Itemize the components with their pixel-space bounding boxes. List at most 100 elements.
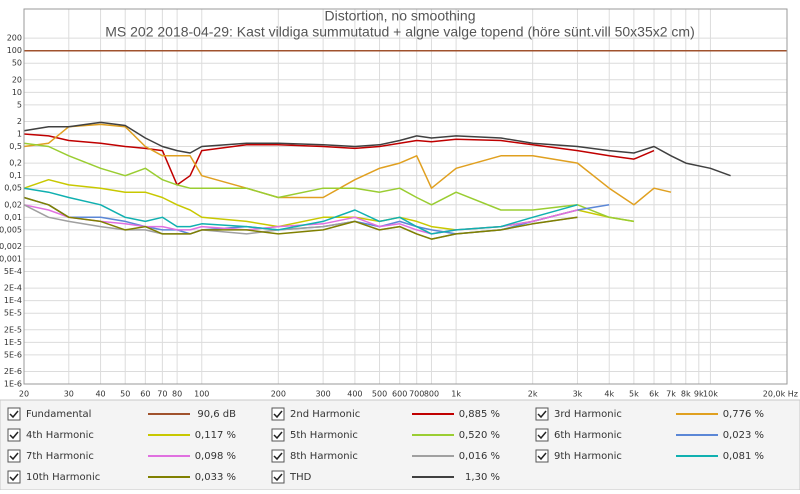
legend-name: 7th Harmonic — [26, 451, 94, 462]
y-tick-label: 0,05 — [4, 184, 22, 193]
x-tick-label: 7k — [666, 390, 676, 399]
x-tick-label: 10k — [703, 390, 718, 399]
y-tick-label: 5E-4 — [4, 267, 22, 276]
x-tick-label: 400 — [347, 390, 362, 399]
x-tick-label: 600 — [392, 390, 407, 399]
checkmark — [9, 431, 19, 440]
y-tick-label: 0,1 — [9, 171, 22, 180]
checkmark — [273, 410, 283, 419]
series-line — [23, 133, 655, 186]
x-tick-label: 500 — [372, 390, 387, 399]
legend-checkbox[interactable] — [7, 470, 21, 484]
y-tick-label: 0,01 — [4, 213, 22, 222]
checkmark — [9, 473, 19, 482]
series-line — [23, 121, 731, 177]
x-tick-label: 30 — [64, 390, 74, 399]
x-tick-label: 100 — [194, 390, 209, 399]
y-tick-label: 2E-5 — [4, 325, 22, 334]
legend-name: Fundamental — [26, 409, 91, 420]
x-tick-label: 700 — [409, 390, 424, 399]
y-tick-label: 1 — [17, 130, 22, 139]
y-tick-label: 50 — [12, 59, 22, 68]
legend-panel — [0, 399, 800, 491]
legend-readout: 0,016 % — [459, 451, 500, 462]
checkmark — [537, 452, 547, 461]
legend-checkbox[interactable] — [271, 428, 285, 442]
y-tick-label: 2 — [17, 117, 22, 126]
legend-readout: 0,117 % — [195, 430, 236, 441]
legend-readout: 1,30 % — [465, 472, 500, 483]
x-tick-label: 80 — [172, 390, 182, 399]
checkmark — [537, 410, 547, 419]
legend-name: 5th Harmonic — [290, 430, 358, 441]
checkmark — [273, 431, 283, 440]
legend: Fundamental 90,6 dB 2nd Harmonic 0,885 % 3rd… — [7, 407, 764, 484]
legend-readout: 0,081 % — [723, 451, 764, 462]
y-tick-label: 0,2 — [9, 159, 22, 168]
legend-name: 8th Harmonic — [290, 451, 358, 462]
legend-checkbox[interactable] — [535, 428, 549, 442]
chart-subtitle: MS 202 2018-04-29: Kast vildiga summutat… — [105, 24, 695, 40]
x-tick-label: 70 — [157, 390, 167, 399]
legend-readout: 0,033 % — [195, 472, 236, 483]
series-line — [23, 196, 578, 240]
legend-checkbox[interactable] — [7, 449, 21, 463]
checkmark — [9, 452, 19, 461]
y-tick-label: 5E-5 — [4, 309, 22, 318]
legend-name: 3rd Harmonic — [554, 409, 622, 420]
x-tick-label: 200 — [271, 390, 286, 399]
legend-readout: 0,520 % — [459, 430, 500, 441]
legend-name: 10th Harmonic — [26, 472, 100, 483]
x-tick-label: 50 — [120, 390, 130, 399]
legend-name: THD — [289, 472, 312, 483]
y-tick-label: 1E-5 — [4, 338, 22, 347]
x-tick-label: 5k — [629, 390, 639, 399]
checkmark — [273, 452, 283, 461]
legend-checkbox[interactable] — [7, 428, 21, 442]
legend-readout: 0,098 % — [195, 451, 236, 462]
x-tick-label: 4k — [604, 390, 614, 399]
legend-name: 6th Harmonic — [554, 430, 622, 441]
legend-readout: 0,885 % — [459, 409, 500, 420]
legend-checkbox[interactable] — [271, 407, 285, 421]
x-tick-label: 800 — [424, 390, 439, 399]
legend-checkbox[interactable] — [7, 407, 21, 421]
grid: 200 100 50 20 10 5 2 1 0,5 0,2 0,1 0,05 0,02 0,01 0,00… — [0, 9, 798, 399]
x-tick-label: 20,0k Hz — [763, 390, 798, 399]
y-tick-label: 10 — [12, 88, 22, 97]
y-tick-label: 0,002 — [0, 242, 22, 251]
y-tick-label: 2E-6 — [4, 367, 22, 376]
legend-checkbox[interactable] — [271, 449, 285, 463]
legend-checkbox[interactable] — [271, 470, 285, 484]
legend-readout: 0,023 % — [723, 430, 764, 441]
y-tick-label: 1E-4 — [4, 296, 22, 305]
plot-lines — [23, 49, 787, 240]
y-tick-label: 100 — [7, 46, 22, 55]
y-tick-label: 0,02 — [4, 200, 22, 209]
x-tick-label: 300 — [315, 390, 330, 399]
y-tick-label: 5E-6 — [4, 350, 22, 359]
x-tick-label: 3k — [573, 390, 583, 399]
x-tick-label: 6k — [649, 390, 659, 399]
y-tick-label: 0,005 — [0, 225, 22, 234]
x-tick-label: 1k — [451, 390, 461, 399]
y-tick-label: 1E-6 — [4, 380, 22, 389]
legend-name: 9th Harmonic — [554, 451, 622, 462]
chart-title: Distortion, no smoothing — [325, 8, 476, 24]
legend-checkbox[interactable] — [535, 407, 549, 421]
y-tick-label: 5 — [17, 100, 22, 109]
y-tick-label: 2E-4 — [4, 284, 22, 293]
checkmark — [273, 473, 283, 482]
checkmark — [9, 410, 19, 419]
plot-frame — [23, 8, 788, 385]
legend-name: 4th Harmonic — [26, 430, 94, 441]
x-tick-label: 60 — [140, 390, 150, 399]
x-tick-label: 2k — [528, 390, 538, 399]
legend-checkbox[interactable] — [535, 449, 549, 463]
x-tick-label: 9k — [694, 390, 704, 399]
y-tick-label: 200 — [7, 34, 22, 43]
y-tick-label: 0,001 — [0, 255, 22, 264]
series-line — [23, 142, 635, 223]
